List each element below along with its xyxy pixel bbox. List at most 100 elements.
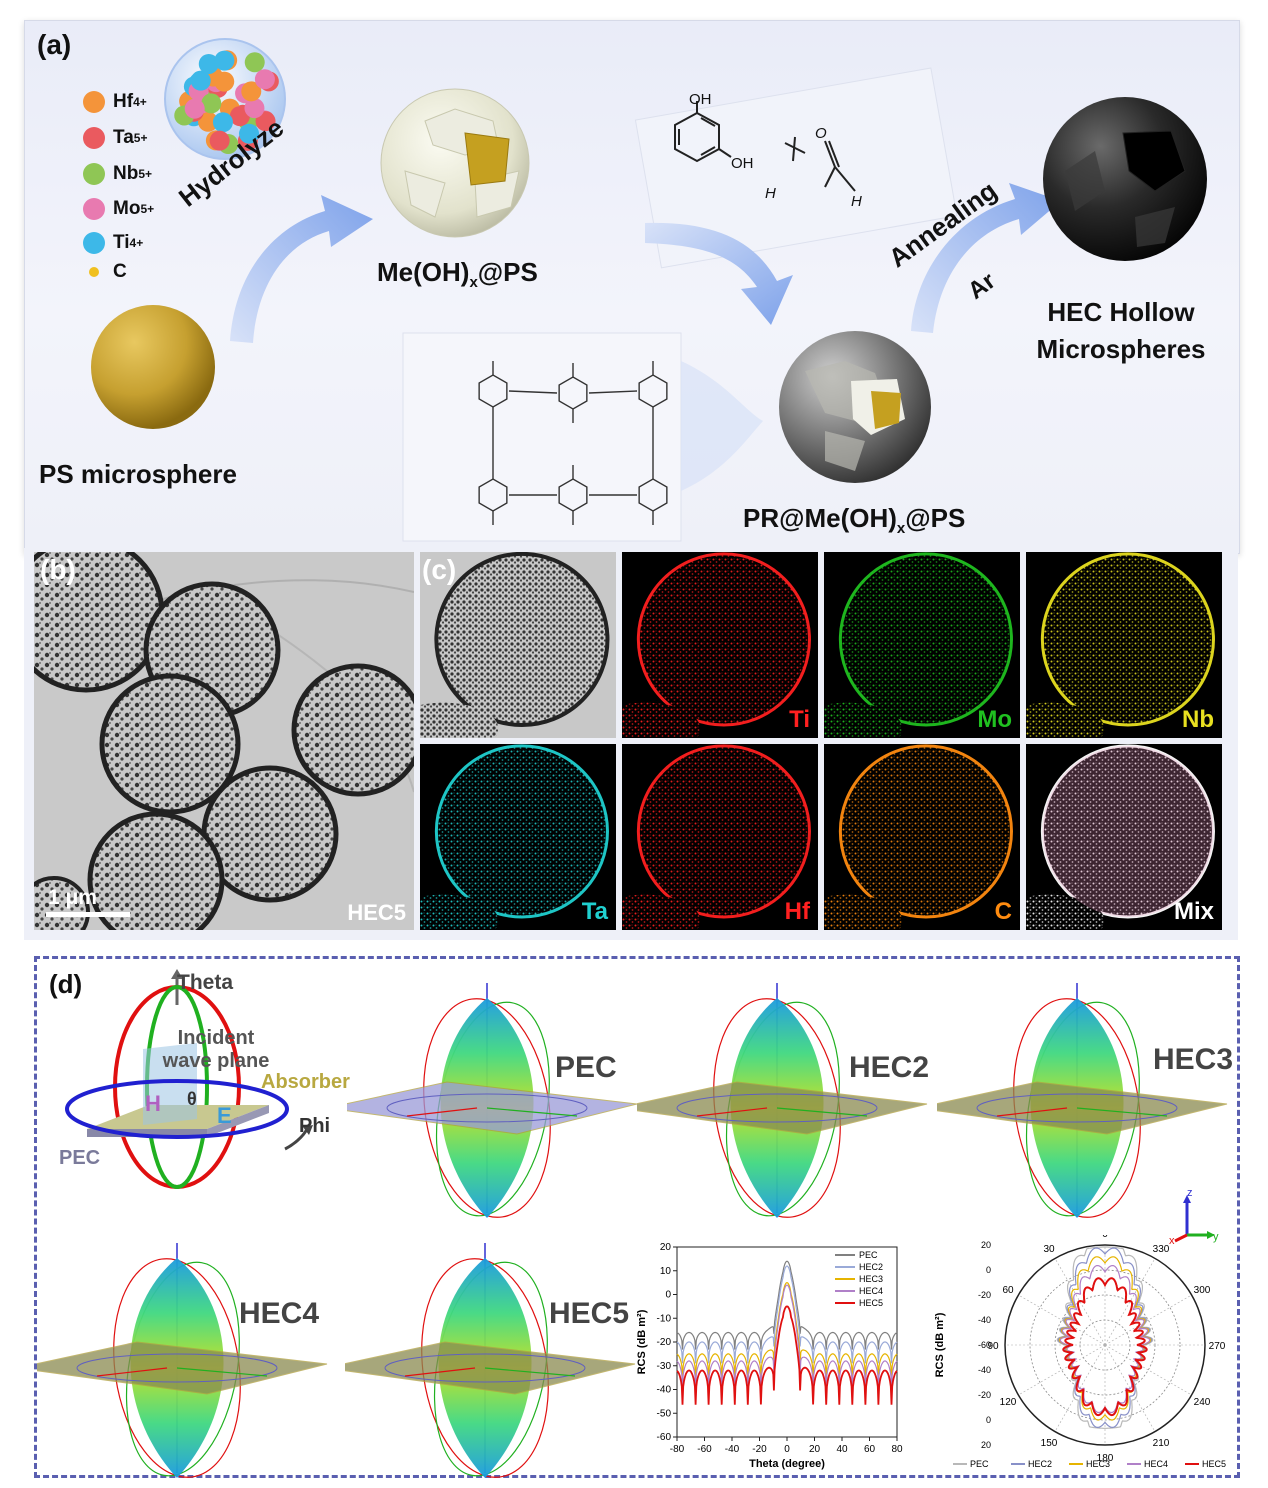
polar-legend-label: PEC xyxy=(970,1459,989,1469)
eds-label-hf: Hf xyxy=(784,898,810,925)
eds-map-c: C xyxy=(824,744,1020,930)
polar-series-hec3 xyxy=(1058,1256,1152,1421)
x-axis-label: Theta (degree) xyxy=(749,1458,825,1470)
y-tick-label: 10 xyxy=(660,1266,672,1277)
radial-tick-label: -60 xyxy=(978,1340,991,1350)
angle-tick-label: 30 xyxy=(1043,1244,1055,1255)
triad-x: x xyxy=(1169,1235,1175,1247)
sim-title-hec5: HEC5 xyxy=(549,1297,630,1330)
angle-tick-label: 150 xyxy=(1041,1438,1058,1449)
angle-tick-label: 210 xyxy=(1153,1438,1170,1449)
x-tick-label: 80 xyxy=(891,1444,903,1455)
panel-a: (a) Hf 4+ Ta 5+ Nb 5+ Mo 5+ Ti 4+ C xyxy=(24,20,1240,554)
polar-y-label: RCS (dB m²) xyxy=(934,1312,946,1377)
y-tick-label: -60 xyxy=(657,1432,672,1443)
ion-ball xyxy=(244,52,265,73)
x-tick-label: -60 xyxy=(697,1444,712,1455)
eds-map-tem xyxy=(420,552,616,738)
rcs-3d-hec3 xyxy=(937,983,1228,1218)
angle-tick-label: 300 xyxy=(1194,1285,1211,1296)
sim-title-hec4: HEC4 xyxy=(239,1297,320,1330)
rcs-3d-hec2 xyxy=(637,983,928,1218)
y-tick-label: 0 xyxy=(665,1290,671,1301)
ion-ball xyxy=(239,123,260,144)
eds-label-mix: Mix xyxy=(1173,898,1214,925)
ion-ball xyxy=(214,71,235,92)
eds-map-ti: Ti xyxy=(622,552,818,738)
x-tick-label: 60 xyxy=(864,1444,876,1455)
series-line-hec2 xyxy=(676,1265,898,1364)
angle-tick-label: 120 xyxy=(1000,1397,1017,1408)
eds-label-ti: Ti xyxy=(789,706,810,733)
polar-legend-label: HEC2 xyxy=(1028,1459,1052,1469)
x-tick-label: -40 xyxy=(725,1444,740,1455)
legend-label: HEC3 xyxy=(859,1274,883,1284)
rcs-3d-hec4 xyxy=(37,1243,328,1478)
panel-d: (d) Theta Incident wave plane Absorber Ph… xyxy=(34,956,1240,1478)
angle-tick-label: 180 xyxy=(1097,1453,1114,1464)
eds-map-hf: Hf xyxy=(622,744,818,930)
polar-legend-label: HEC3 xyxy=(1086,1459,1110,1469)
pr-me-oh-ps-label: PR@Me(OH)x@PS xyxy=(743,503,966,538)
y-tick-label: -50 xyxy=(657,1408,672,1419)
incident-schematic xyxy=(65,969,313,1189)
y-tick-label: -40 xyxy=(657,1385,672,1396)
ion-ball xyxy=(212,112,233,133)
ion-ball xyxy=(241,81,262,102)
legend-label: HEC5 xyxy=(859,1298,883,1308)
axis-triad xyxy=(1174,1195,1215,1243)
y-tick-label: -10 xyxy=(657,1313,672,1324)
sample-label: HEC5 xyxy=(347,900,406,925)
eds-map-mo: Mo xyxy=(824,552,1020,738)
panel-c-label: (c) xyxy=(422,554,457,585)
ion-ball xyxy=(255,111,276,132)
me-oh-ps-label: Me(OH)x@PS xyxy=(377,257,538,292)
ion-mo: Mo 5+ xyxy=(83,198,154,220)
radial-tick-label: 20 xyxy=(981,1240,991,1250)
y-tick-label: -30 xyxy=(657,1361,672,1372)
incident-label: Incident wave plane xyxy=(162,1027,270,1072)
phi-label: Phi xyxy=(299,1115,331,1137)
ion-ball xyxy=(201,93,222,114)
ion-ball xyxy=(214,50,235,71)
ion-ta: Ta 5+ xyxy=(83,127,147,149)
sim-title-hec2: HEC2 xyxy=(849,1051,930,1084)
legend-label: HEC4 xyxy=(859,1286,883,1296)
rcs-3d-pec xyxy=(347,983,638,1218)
polar-legend-label: HEC5 xyxy=(1202,1459,1226,1469)
rcs-polar-chart: RCS (dB m²) 0 30 60 90 120 150 180 210 240 270 300 3… xyxy=(934,1235,1226,1469)
ion-nb: Nb 5+ xyxy=(83,163,152,185)
panel-b-label: (b) xyxy=(40,554,76,585)
series-line-pec xyxy=(676,1260,898,1350)
y-tick-label: -20 xyxy=(657,1337,672,1348)
ion-c: C xyxy=(89,261,127,283)
radial-tick-label: 0 xyxy=(986,1415,991,1425)
angle-tick-label: 60 xyxy=(1002,1285,1014,1296)
e-field-label: E xyxy=(217,1103,232,1128)
ion-ball xyxy=(209,130,230,151)
polar-spoke xyxy=(1018,1294,1106,1346)
chem-h-left: H xyxy=(765,185,776,202)
angle-tick-label: 270 xyxy=(1209,1341,1226,1352)
angle-tick-label: 240 xyxy=(1194,1397,1211,1408)
legend-label: PEC xyxy=(859,1250,878,1260)
radial-tick-label: 20 xyxy=(981,1440,991,1450)
tem-spheres xyxy=(34,552,414,930)
radial-tick-label: -20 xyxy=(978,1390,991,1400)
ion-dot xyxy=(83,91,105,113)
eds-label-nb: Nb xyxy=(1182,706,1214,733)
polar-ring xyxy=(1004,1244,1206,1446)
triad-z: z xyxy=(1187,1187,1193,1199)
chem-oh-top: OH xyxy=(689,91,712,108)
x-tick-label: -20 xyxy=(752,1444,767,1455)
panel-d-label: (d) xyxy=(49,969,83,999)
ion-ball xyxy=(244,98,265,119)
ion-ball xyxy=(198,53,219,74)
polar-series-hec5 xyxy=(1062,1277,1148,1417)
y-axis-label: RCS (dB m²) xyxy=(636,1309,648,1374)
ion-ball xyxy=(229,106,250,127)
scale-bar-label: 1 μm xyxy=(48,886,98,909)
polar-series-pec xyxy=(1056,1246,1154,1429)
ion-ball xyxy=(184,98,205,119)
